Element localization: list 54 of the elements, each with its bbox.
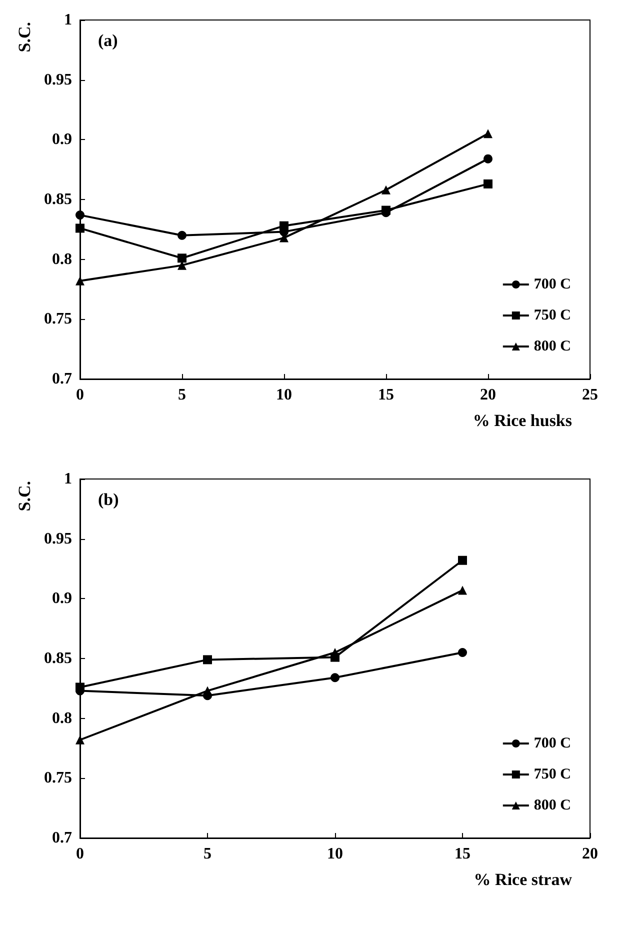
x-tick-label: 15: [378, 386, 394, 404]
point: [484, 129, 492, 138]
point: [76, 682, 84, 692]
y-tick-label: 0.8: [52, 710, 72, 727]
y-tick-label: 0.85: [44, 191, 72, 208]
point: [484, 179, 492, 188]
x-tick-label: 15: [454, 846, 470, 862]
y-tick-label: 0.7: [52, 370, 72, 388]
x-tick-label: 20: [480, 386, 496, 404]
point: [330, 673, 340, 682]
annotation: (a): [98, 31, 118, 50]
point: [203, 655, 212, 664]
x-tick-label: 20: [582, 846, 598, 862]
point: [203, 686, 212, 696]
y-tick-label: 0.75: [44, 770, 72, 787]
x-tick-label: 10: [276, 386, 292, 404]
x-tick-label: 10: [327, 846, 343, 862]
y-tick-label: 1: [64, 12, 72, 28]
y-tick-label: 0.75: [44, 310, 72, 328]
y-axis-title: S.C.: [15, 480, 34, 512]
y-tick-label: 0.95: [44, 71, 72, 88]
point: [458, 556, 467, 565]
x-tick-label: 5: [204, 846, 212, 862]
y-tick-label: 0.9: [52, 131, 72, 148]
y-tick-label: 0.9: [52, 590, 72, 608]
legend-label: 750 C: [534, 766, 572, 782]
annotation: (b): [98, 490, 119, 509]
point: [178, 230, 186, 240]
legend-label: 800 C: [534, 798, 572, 814]
x-tick-label: 25: [582, 386, 598, 404]
y-tick-label: 0.95: [44, 530, 72, 548]
legend-label: 750 C: [534, 308, 572, 324]
point: [382, 206, 390, 215]
x-tick-label: 0: [76, 846, 84, 862]
legend-label: 800 C: [534, 338, 572, 354]
point: [382, 185, 390, 194]
y-tick-label: 0.8: [52, 250, 72, 268]
y-axis-title: S.C.: [15, 22, 34, 52]
x-axis-title: % Rice straw: [474, 870, 573, 889]
x-axis-title: % Rice husks: [472, 411, 572, 430]
y-tick-label: 0.7: [52, 830, 72, 846]
point: [458, 648, 467, 658]
point: [76, 224, 84, 233]
point: [280, 221, 288, 230]
legend-label: 700 C: [534, 276, 572, 292]
point: [458, 586, 467, 595]
legend-label: 700 C: [534, 736, 572, 752]
y-tick-label: 0.85: [44, 650, 72, 667]
point: [178, 254, 186, 263]
point: [76, 210, 84, 220]
x-tick-label: 0: [76, 386, 84, 404]
x-tick-label: 5: [178, 386, 186, 404]
y-tick-label: 1: [64, 470, 72, 488]
point: [484, 154, 492, 164]
